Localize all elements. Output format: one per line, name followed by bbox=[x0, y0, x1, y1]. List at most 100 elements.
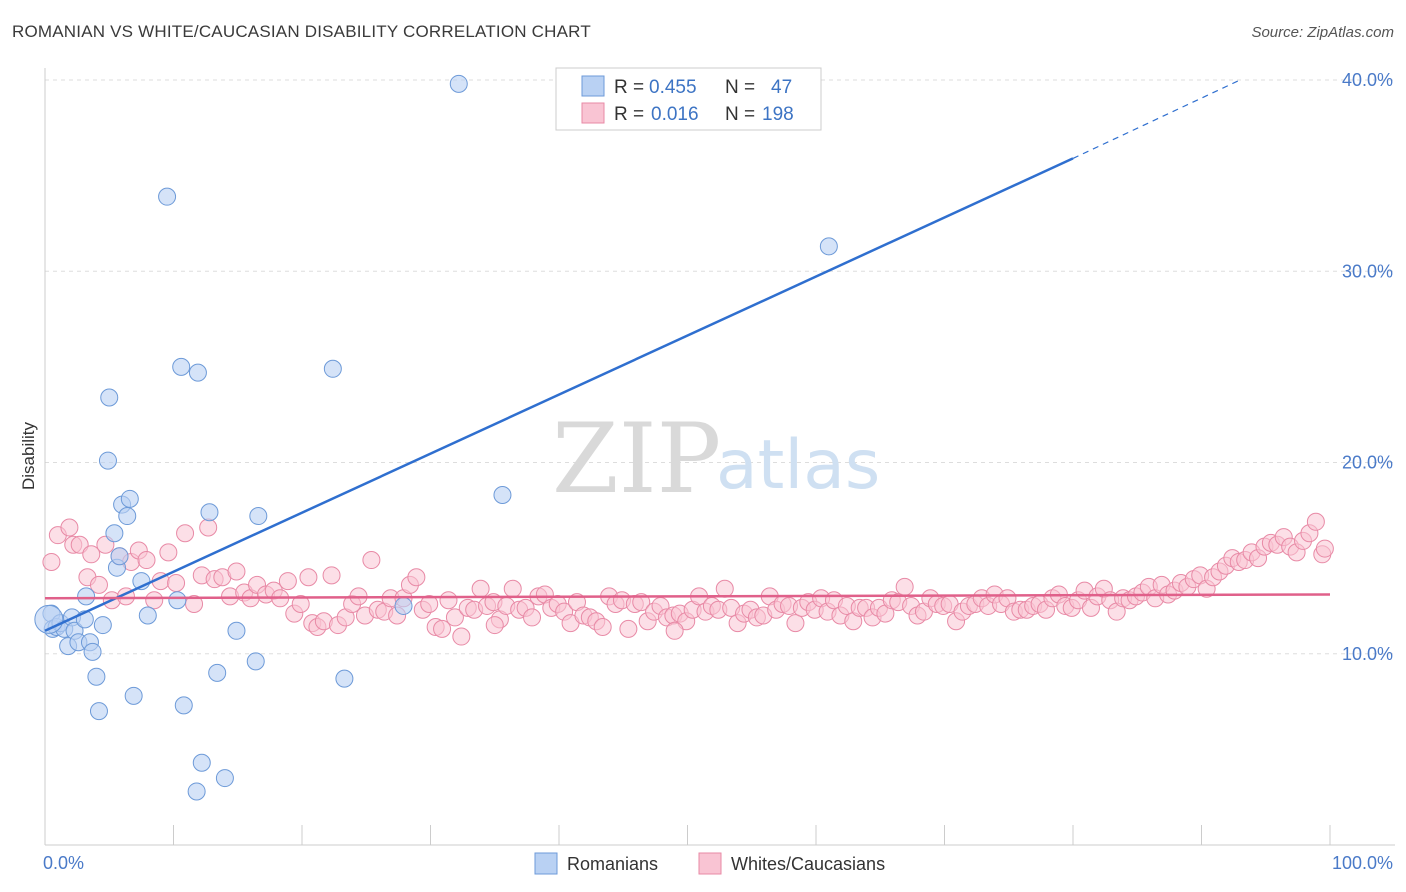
romanians-point bbox=[493, 486, 512, 505]
whites-caucasians-point bbox=[185, 595, 204, 614]
bottom-legend-romanians: Romanians bbox=[567, 854, 658, 874]
whites-caucasians-point bbox=[593, 617, 612, 636]
romanians-point bbox=[93, 616, 112, 635]
y-tick-label: 30.0% bbox=[1342, 261, 1393, 281]
romanians-point bbox=[227, 621, 246, 640]
romanians-point bbox=[87, 667, 106, 686]
whites-caucasians-point bbox=[137, 551, 156, 570]
y-tick-label: 40.0% bbox=[1342, 70, 1393, 90]
whites-caucasians-point bbox=[322, 566, 341, 585]
romanians-point bbox=[168, 591, 187, 610]
watermark-zip: ZIP bbox=[552, 403, 721, 515]
whites-caucasians-point bbox=[199, 518, 218, 537]
romanians-trend-extension bbox=[1072, 79, 1241, 159]
axes bbox=[44, 68, 1395, 846]
whites-caucasians-point bbox=[632, 593, 651, 612]
legend-n-value: 198 bbox=[762, 104, 794, 125]
legend-r-label: R = bbox=[614, 77, 644, 98]
romanians-point bbox=[110, 547, 129, 566]
x-tick-labels: 0.0% 100.0% bbox=[43, 853, 1393, 873]
romanians-point bbox=[394, 596, 413, 615]
whites-caucasians-point bbox=[167, 573, 186, 592]
bottom-legend-whites: Whites/Caucasians bbox=[731, 854, 885, 874]
romanians-points bbox=[34, 74, 838, 801]
whites-caucasians-point bbox=[42, 552, 61, 571]
whites-caucasians-point bbox=[299, 568, 318, 587]
whites-caucasians-point bbox=[420, 595, 439, 614]
bottom-legend-swatch-romanians bbox=[534, 852, 558, 875]
romanians-point bbox=[120, 489, 139, 508]
whites-caucasians-point bbox=[227, 562, 246, 581]
bottom-legend: Romanians Whites/Caucasians bbox=[534, 852, 885, 875]
whites-caucasians-point bbox=[291, 595, 310, 614]
whites-caucasians-point bbox=[523, 608, 542, 627]
y-tick-labels: 10.0% 20.0% 30.0% 40.0% bbox=[1342, 70, 1393, 664]
trend-lines bbox=[44, 79, 1331, 632]
grid-lines bbox=[45, 79, 1395, 655]
whites-caucasians-point bbox=[503, 579, 522, 598]
romanians-point bbox=[187, 782, 206, 801]
legend-n-value: 47 bbox=[771, 77, 792, 98]
y-axis-title: Disability bbox=[19, 421, 38, 490]
whites-caucasians-point bbox=[485, 616, 504, 635]
y-tick-label: 10.0% bbox=[1342, 644, 1393, 664]
romanians-trend-line bbox=[44, 157, 1074, 632]
whites-caucasians-point bbox=[1315, 539, 1334, 558]
whites-caucasians-point bbox=[786, 614, 805, 633]
source-label: Source: ZipAtlas.com bbox=[1251, 24, 1394, 41]
romanians-point bbox=[118, 507, 137, 526]
romanians-point bbox=[83, 642, 102, 661]
whites-caucasians-point bbox=[665, 621, 684, 640]
whites-caucasians-point bbox=[439, 591, 458, 610]
legend-n-label: N = bbox=[725, 77, 755, 98]
whites-caucasians-point bbox=[82, 545, 101, 564]
romanians-point bbox=[335, 669, 354, 688]
romanians-point bbox=[449, 74, 468, 93]
whites-caucasians-point bbox=[362, 551, 381, 570]
chart-title: ROMANIAN VS WHITE/CAUCASIAN DISABILITY C… bbox=[12, 22, 591, 41]
romanians-point bbox=[98, 451, 117, 470]
whites-caucasians-point bbox=[159, 543, 178, 562]
romanians-point bbox=[323, 359, 342, 378]
romanians-point bbox=[200, 503, 219, 522]
romanians-point bbox=[158, 187, 177, 206]
romanians-point bbox=[100, 388, 119, 407]
y-tick-label: 20.0% bbox=[1342, 453, 1393, 473]
whites-caucasians-point bbox=[619, 619, 638, 638]
legend-r-value: 0.455 bbox=[649, 77, 697, 98]
watermark-atlas: atlas bbox=[716, 426, 880, 505]
whites-caucasians-point bbox=[471, 579, 490, 598]
romanians-point bbox=[192, 753, 211, 772]
whites-caucasians-point bbox=[278, 572, 297, 591]
romanians-point bbox=[819, 237, 838, 256]
whites-caucasians-point bbox=[433, 619, 452, 638]
whites-caucasians-points bbox=[42, 512, 1334, 646]
whites-caucasians-point bbox=[895, 577, 914, 596]
romanians-point bbox=[249, 507, 268, 526]
whites-caucasians-trend-line bbox=[44, 593, 1331, 600]
romanians-point bbox=[174, 696, 193, 715]
whites-caucasians-point bbox=[407, 568, 426, 587]
legend-r-label: R = bbox=[614, 104, 644, 125]
romanians-point bbox=[77, 587, 96, 606]
legend-n-label: N = bbox=[725, 104, 755, 125]
romanians-point bbox=[172, 357, 191, 376]
whites-caucasians-point bbox=[445, 608, 464, 627]
whites-caucasians-point bbox=[60, 518, 79, 537]
x-tick-label-start: 0.0% bbox=[43, 853, 84, 873]
whites-caucasians-point bbox=[176, 524, 195, 543]
whites-caucasians-point bbox=[70, 535, 89, 554]
romanians-point bbox=[89, 702, 108, 721]
romanians-point bbox=[105, 524, 124, 543]
romanians-point bbox=[124, 686, 143, 705]
watermark: ZIP atlas bbox=[552, 403, 880, 515]
legend-box: R = 0.455 N = 47 R = 0.016 N = 198 bbox=[555, 67, 822, 131]
whites-caucasians-point bbox=[89, 575, 108, 594]
romanians-point bbox=[246, 652, 265, 671]
legend-swatch-whites bbox=[581, 102, 605, 124]
bottom-legend-swatch-whites bbox=[698, 852, 722, 875]
romanians-point bbox=[188, 363, 207, 382]
legend-r-value: 0.016 bbox=[651, 104, 699, 125]
romanians-point bbox=[138, 606, 157, 625]
